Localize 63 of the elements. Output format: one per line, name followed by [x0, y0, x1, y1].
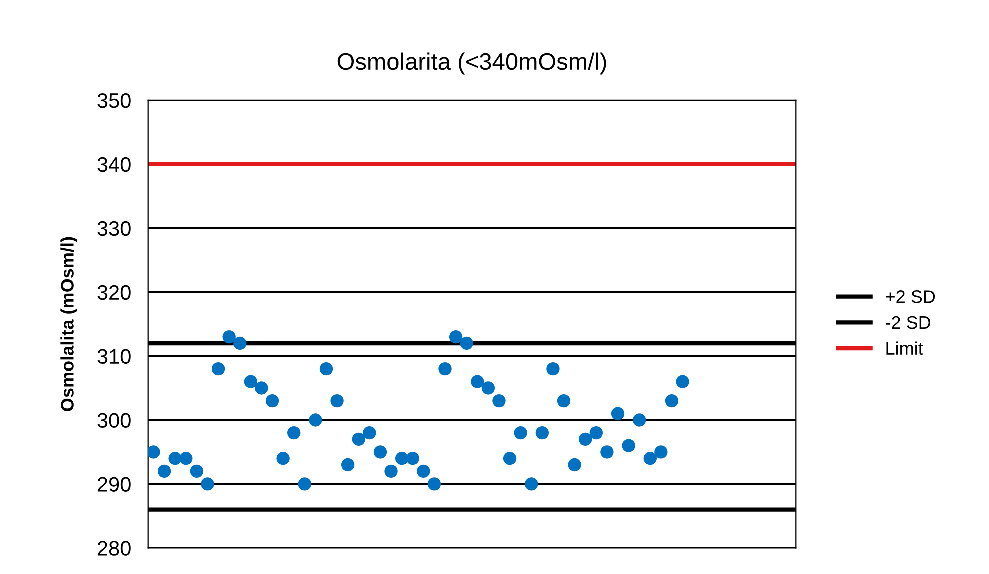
point [201, 478, 214, 491]
point [168, 452, 182, 466]
point [266, 394, 280, 408]
point [417, 464, 430, 478]
point [482, 382, 496, 395]
y-tick-label: 310 [98, 349, 131, 364]
point [492, 394, 506, 408]
point [309, 414, 322, 427]
point [148, 446, 160, 459]
point [676, 375, 690, 388]
y-tick-label: 330 [98, 221, 131, 236]
point [536, 426, 550, 440]
point [190, 464, 204, 478]
point [557, 394, 571, 408]
point [568, 458, 582, 472]
point [460, 336, 474, 350]
point [330, 394, 344, 408]
point [438, 362, 452, 376]
point [644, 452, 657, 466]
point [471, 375, 484, 388]
point [449, 330, 463, 344]
point [180, 452, 193, 466]
point [384, 464, 398, 478]
point [622, 439, 636, 452]
y-tick-label: 290 [98, 477, 131, 492]
point [352, 432, 366, 446]
point [298, 478, 312, 491]
chart-title: Osmolarita (<340mOsm/l) [338, 52, 606, 75]
point [234, 336, 247, 350]
point [244, 375, 258, 388]
point [342, 458, 355, 472]
point [363, 426, 376, 440]
y-tick-label: 350 [98, 93, 131, 108]
point [611, 407, 625, 420]
y-tick-label: 320 [98, 285, 131, 300]
legend-label: -2 SD [886, 316, 931, 330]
point [428, 478, 442, 491]
point [395, 452, 409, 466]
point [276, 452, 290, 466]
y-tick-label: 280 [98, 541, 131, 556]
point [525, 478, 538, 491]
legend-label: Limit [886, 342, 924, 355]
legend-label: +2 SD [886, 290, 936, 304]
y-tick-label: 340 [98, 157, 131, 172]
y-tick-label: 300 [98, 413, 131, 428]
point [158, 464, 172, 478]
point [546, 362, 560, 376]
point [212, 362, 226, 376]
point [503, 452, 517, 466]
point [590, 426, 603, 440]
point [320, 362, 334, 376]
point [579, 432, 592, 446]
point [654, 446, 668, 459]
point [514, 426, 528, 440]
y-axis-title: Osmolalita (mOsm/l) [60, 237, 78, 412]
point [288, 426, 301, 440]
point [633, 414, 646, 427]
point [406, 452, 420, 466]
point [255, 382, 268, 395]
point [222, 330, 236, 344]
point [665, 394, 679, 408]
point [600, 446, 614, 459]
point [374, 446, 388, 459]
